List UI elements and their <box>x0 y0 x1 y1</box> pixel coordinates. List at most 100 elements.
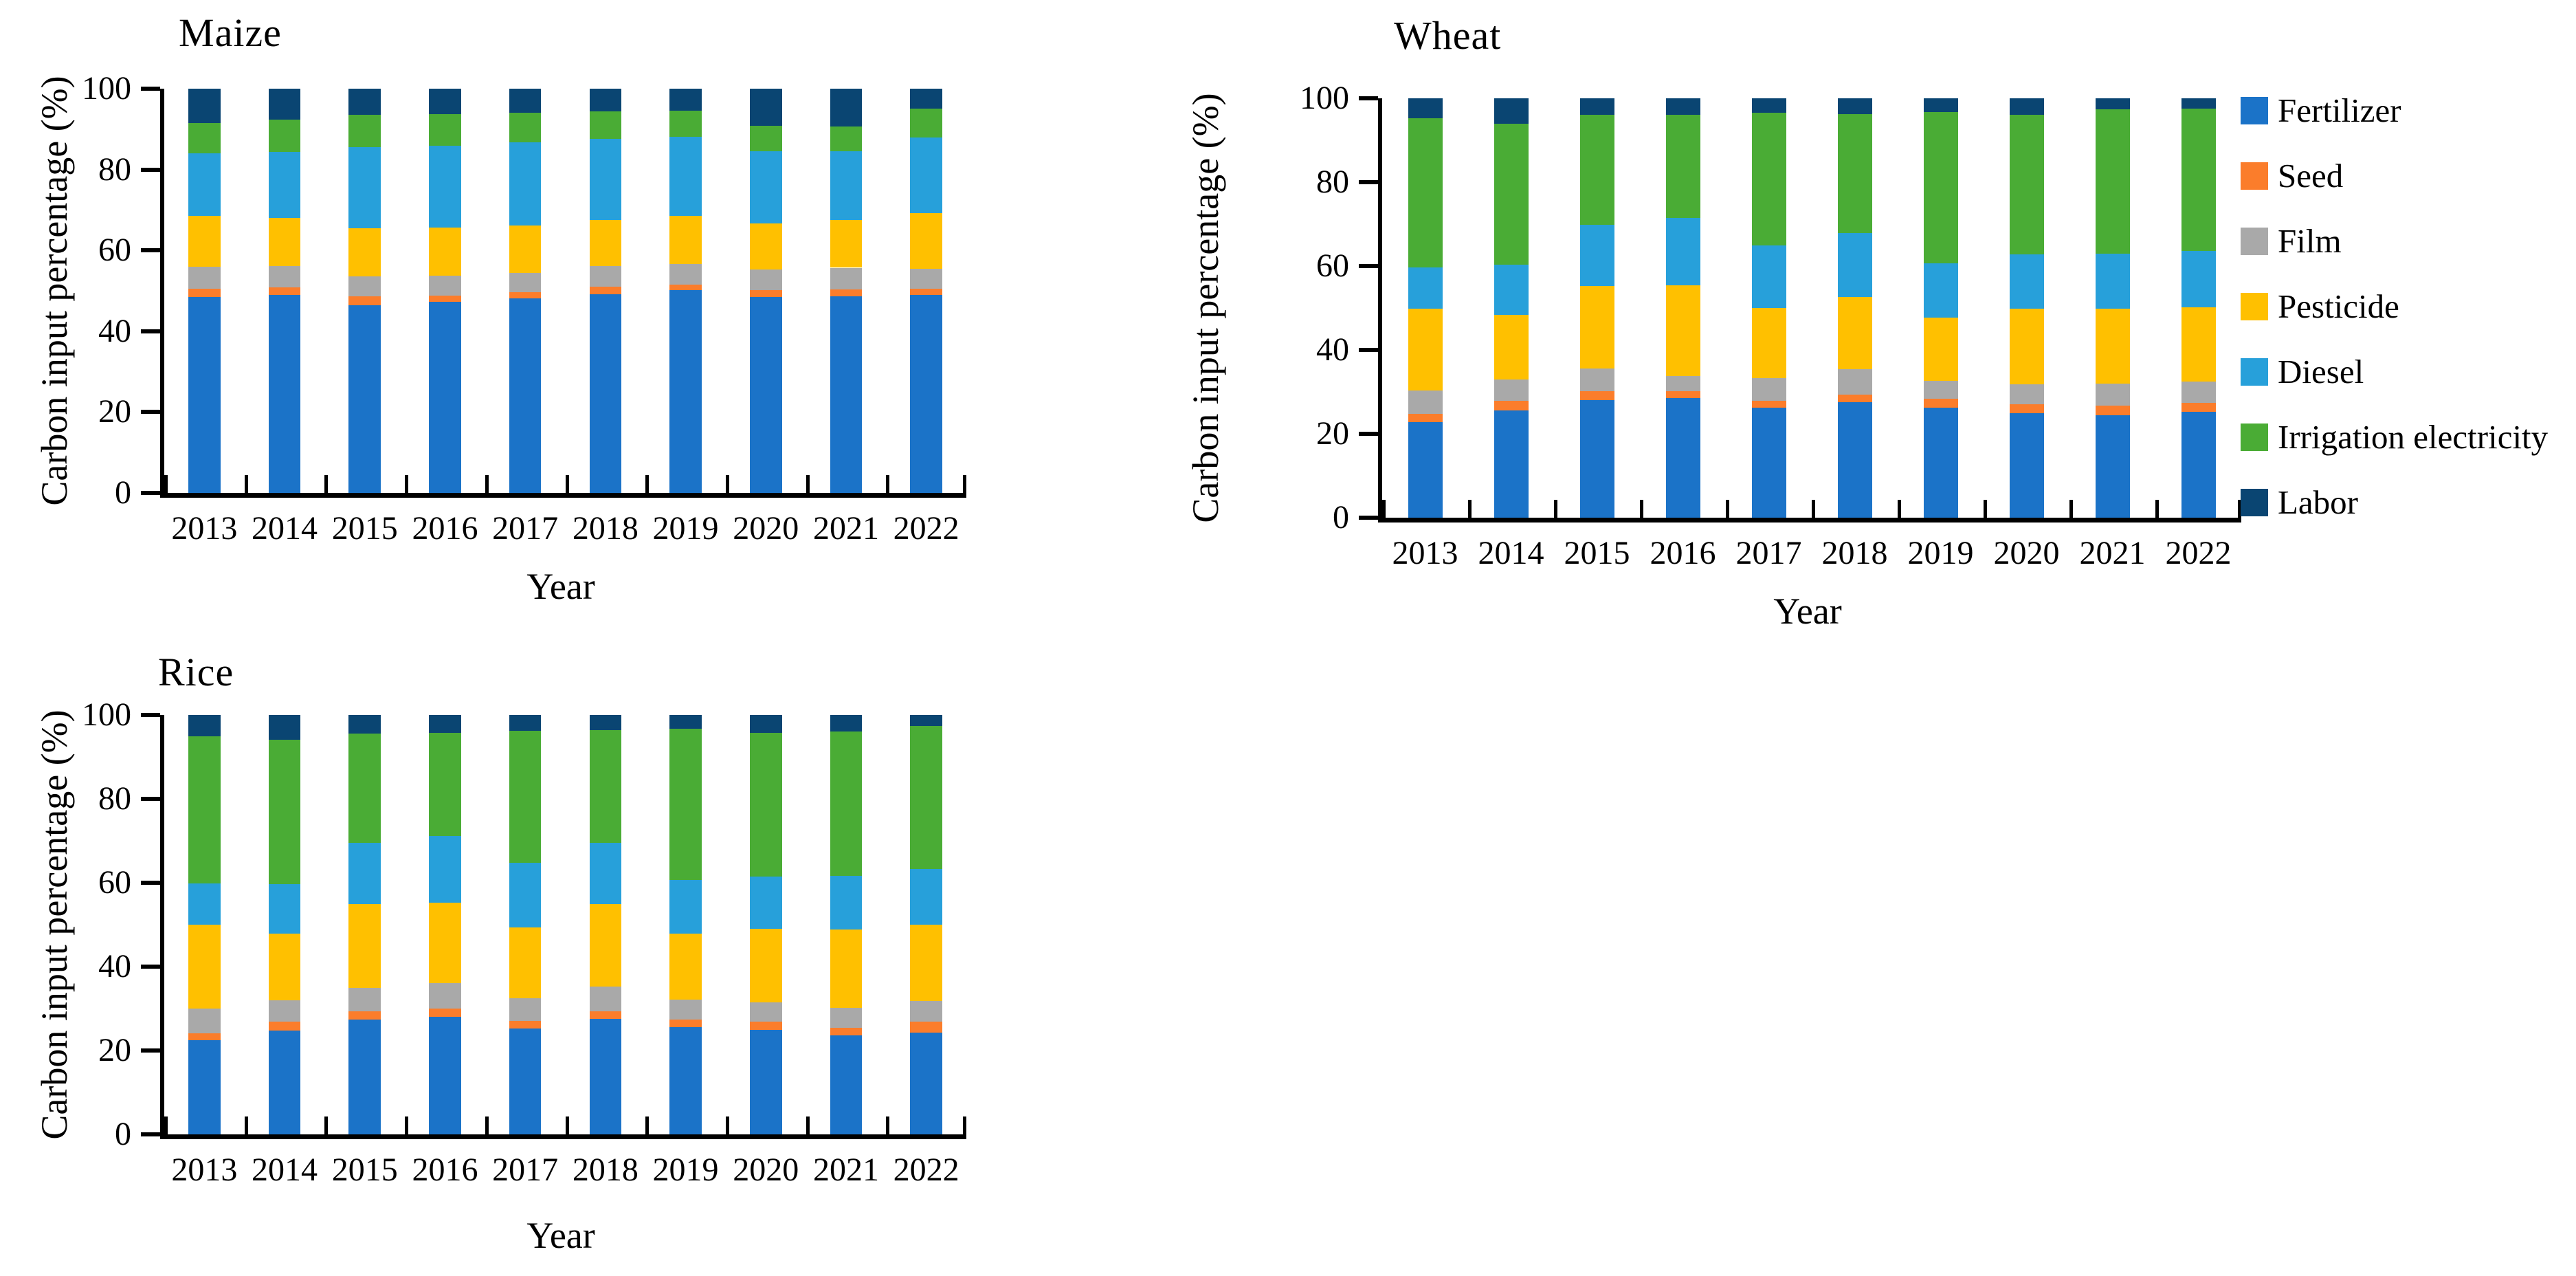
bar-segment-labor <box>2009 98 2044 115</box>
x-category-label: 2020 <box>1993 535 2060 571</box>
y-tick-label: 0 <box>115 474 131 511</box>
maize-x-axis-label: Year <box>526 566 595 607</box>
bar-segment-diesel <box>2009 254 2044 309</box>
bar-segment-pesticide <box>830 219 863 268</box>
bar-segment-irrigation-electricity <box>188 736 221 884</box>
stacked-bar-2020 <box>749 89 782 493</box>
x-category-label: 2022 <box>893 1152 959 1188</box>
x-tick-mark <box>164 475 168 493</box>
wheat-x-axis-label: Year <box>1773 591 1842 632</box>
bar-segment-labor <box>348 715 381 734</box>
legend-swatch-icon <box>2241 162 2268 190</box>
bar-segment-labor <box>1579 98 1614 116</box>
bar-segment-fertilizer <box>2009 412 2044 518</box>
bar-segment-diesel <box>1837 233 1872 298</box>
bar-segment-diesel <box>429 145 461 228</box>
bar-segment-labor <box>509 89 542 113</box>
x-category-label: 2020 <box>733 1152 799 1188</box>
bar-segment-diesel <box>1579 224 1614 286</box>
bar-segment-diesel <box>589 843 622 905</box>
stacked-bar-2013 <box>1408 98 1443 518</box>
bar-segment-seed <box>429 1009 461 1017</box>
chart-legend: Fertilizer Seed Film Pesticide Diesel Irrigat… <box>2241 94 2548 519</box>
bar-segment-seed <box>2095 405 2130 415</box>
bar-segment-diesel <box>669 879 702 934</box>
x-tick-mark <box>1726 500 1729 518</box>
y-tick-mark <box>141 491 160 495</box>
bar-segment-diesel <box>1751 245 1786 308</box>
bar-segment-seed <box>188 289 221 297</box>
bar-segment-film <box>188 266 221 289</box>
legend-swatch-icon <box>2241 488 2268 516</box>
x-category-label: 2014 <box>252 1152 318 1188</box>
y-tick-mark <box>141 248 160 253</box>
bar-segment-irrigation-electricity <box>268 740 301 885</box>
bar-segment-labor <box>830 715 863 732</box>
stacked-bar-2021 <box>830 89 863 493</box>
bar-segment-pesticide <box>268 218 301 266</box>
legend-item-seed: Seed <box>2241 159 2548 192</box>
bar-segment-film <box>1579 368 1614 392</box>
legend-item-labor: Labor <box>2241 485 2548 519</box>
bar-segment-fertilizer <box>1923 408 1958 518</box>
bar-segment-labor <box>669 89 702 111</box>
rice-x-axis-label: Year <box>526 1215 595 1256</box>
bar-segment-irrigation-electricity <box>749 732 782 877</box>
bar-segment-seed <box>1665 390 1700 398</box>
x-tick-mark <box>886 1116 890 1134</box>
bar-segment-diesel <box>589 138 622 220</box>
x-tick-mark <box>645 1116 649 1134</box>
bar-segment-seed <box>188 1033 221 1041</box>
bar-segment-labor <box>268 715 301 740</box>
bar-segment-irrigation-electricity <box>509 113 542 143</box>
bar-segment-pesticide <box>1837 297 1872 370</box>
bar-segment-fertilizer <box>348 305 381 493</box>
maize-chart-title: Maize <box>179 10 282 55</box>
y-tick-mark <box>141 713 160 717</box>
bar-segment-labor <box>348 89 381 115</box>
y-tick-label: 100 <box>82 70 131 107</box>
bar-segment-seed <box>1837 394 1872 403</box>
rice-y-axis-label: Carbon input percentage (%) <box>34 710 75 1140</box>
x-category-label: 2013 <box>171 510 238 547</box>
bar-segment-film <box>669 264 702 285</box>
bar-segment-pesticide <box>589 904 622 987</box>
bar-segment-pesticide <box>1494 315 1529 380</box>
bar-segment-fertilizer <box>830 1035 863 1134</box>
bar-segment-pesticide <box>188 216 221 267</box>
bar-segment-seed <box>1923 399 1958 408</box>
bar-segment-diesel <box>749 877 782 930</box>
y-tick-mark <box>141 167 160 172</box>
bar-segment-film <box>509 998 542 1022</box>
bar-segment-labor <box>509 715 542 731</box>
bar-segment-pesticide <box>1408 309 1443 391</box>
bar-segment-labor <box>1751 98 1786 113</box>
bar-segment-irrigation-electricity <box>2095 109 2130 254</box>
bar-segment-pesticide <box>1665 285 1700 376</box>
bar-segment-pesticide <box>2181 307 2216 382</box>
x-tick-mark <box>963 1116 966 1134</box>
bar-segment-labor <box>1923 98 1958 113</box>
bar-segment-film <box>429 276 461 296</box>
bar-segment-irrigation-electricity <box>1665 115 1700 219</box>
x-tick-mark <box>1640 500 1643 518</box>
bar-segment-film <box>589 987 622 1011</box>
bar-segment-pesticide <box>429 902 461 983</box>
stacked-bar-2016 <box>429 89 461 493</box>
bar-segment-diesel <box>2181 251 2216 307</box>
bar-segment-diesel <box>1665 218 1700 286</box>
bar-segment-diesel <box>910 138 942 213</box>
bar-segment-seed <box>268 1021 301 1031</box>
stacked-bar-2014 <box>268 715 301 1134</box>
stacked-bar-2020 <box>2009 98 2044 518</box>
bar-segment-irrigation-electricity <box>589 729 622 844</box>
y-tick-mark <box>1359 180 1378 184</box>
rice-chart-title: Rice <box>158 650 234 694</box>
x-category-label: 2021 <box>812 510 879 547</box>
y-tick-label: 60 <box>1316 248 1349 284</box>
bar-segment-seed <box>1494 401 1529 411</box>
bar-segment-fertilizer <box>1579 400 1614 518</box>
bar-segment-diesel <box>830 876 863 930</box>
legend-swatch-icon <box>2241 358 2268 386</box>
bar-segment-pesticide <box>348 903 381 988</box>
